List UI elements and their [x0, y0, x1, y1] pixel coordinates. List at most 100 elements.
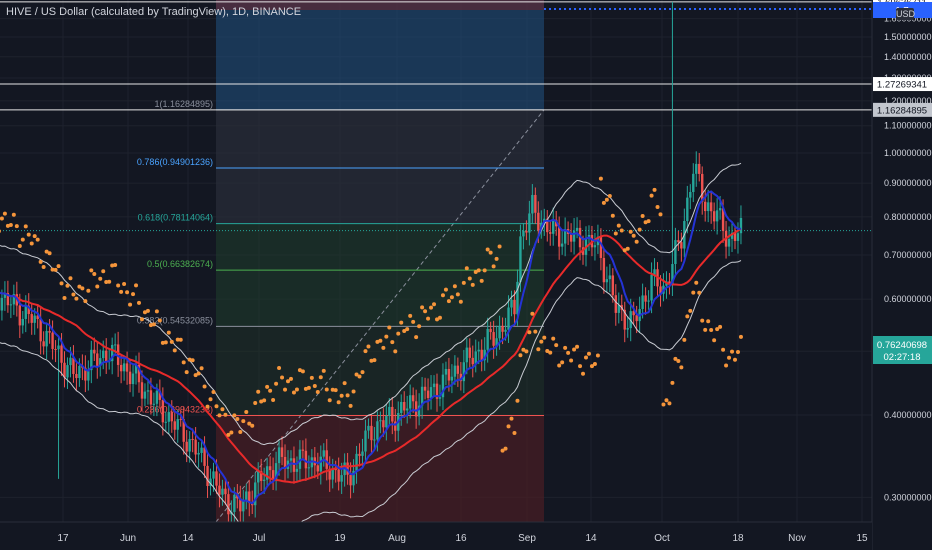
sar-dot: [679, 365, 684, 370]
time-tick-label: 15: [856, 533, 868, 544]
candle-body: [268, 466, 272, 471]
candle-body: [704, 201, 707, 212]
candle-body: [194, 439, 197, 455]
sar-dot: [306, 385, 311, 390]
candle-body: [426, 390, 430, 398]
candle-body: [474, 351, 477, 365]
candle-body: [641, 295, 644, 310]
candle-body: [674, 240, 677, 265]
candle-body: [483, 349, 486, 361]
candle-body: [695, 163, 698, 174]
candle-body: [137, 364, 141, 383]
candle-body: [447, 368, 451, 381]
sar-dot: [336, 400, 341, 405]
candle-body: [69, 357, 72, 366]
sar-dot: [190, 358, 195, 363]
sar-dot: [402, 329, 407, 334]
sar-dot: [300, 369, 305, 374]
sar-dot: [634, 239, 639, 244]
candle-body: [599, 236, 603, 258]
sar-dot: [256, 389, 261, 394]
candle-body: [39, 318, 42, 342]
sar-dot: [14, 224, 19, 229]
candle-body: [733, 232, 737, 241]
sar-dot: [595, 353, 600, 358]
sar-dot: [241, 419, 246, 424]
candle-body: [128, 371, 132, 385]
sar-dot: [426, 316, 431, 321]
candle-body: [185, 441, 188, 452]
sar-dot: [131, 292, 136, 297]
candle-body: [739, 217, 743, 234]
sar-dot: [56, 264, 61, 269]
sar-dot: [664, 398, 669, 403]
sar-dot: [113, 263, 118, 268]
candle-body: [489, 328, 492, 333]
sar-dot: [26, 232, 31, 237]
candle-body: [283, 456, 287, 469]
candle-body: [736, 233, 740, 241]
sar-dot: [101, 269, 106, 274]
candle-body: [239, 498, 242, 512]
sar-dot: [437, 315, 442, 320]
time-axis-background: [0, 522, 872, 550]
candle-body: [486, 328, 489, 350]
candle-body: [331, 469, 334, 480]
candle-body: [632, 311, 635, 316]
sar-dot: [586, 351, 591, 356]
sar-dot: [449, 295, 454, 300]
candle-body: [257, 471, 260, 483]
sar-dot: [455, 292, 460, 297]
sar-dot: [294, 387, 299, 392]
sar-dot: [390, 340, 395, 345]
candle-body: [349, 474, 352, 486]
sar-dot: [351, 389, 356, 394]
sar-dot: [667, 401, 672, 406]
fib-zone-upper: [216, 109, 544, 224]
sar-dot: [738, 334, 743, 339]
candle-body: [188, 439, 191, 452]
sar-dot: [309, 375, 314, 380]
sar-dot: [396, 331, 401, 336]
candle-body: [522, 230, 525, 237]
candle-body: [6, 293, 10, 306]
sar-dot: [211, 389, 216, 394]
sar-dot: [721, 347, 726, 352]
sar-dot: [50, 267, 55, 272]
currency-badge[interactable]: USD: [896, 8, 916, 20]
sar-dot: [125, 290, 130, 295]
candle-body: [274, 463, 278, 480]
time-tick-label: 16: [455, 533, 467, 544]
last-price-value: 0.76240698: [877, 340, 927, 351]
candle-body: [337, 469, 340, 482]
candle-body: [248, 491, 251, 504]
sar-dot: [628, 229, 633, 234]
sar-dot: [283, 387, 288, 392]
sar-dot: [682, 337, 687, 342]
time-tick-label: Aug: [388, 533, 406, 544]
sar-dot: [86, 288, 91, 293]
sar-dot: [226, 432, 231, 437]
candle-body: [259, 471, 263, 481]
sar-dot: [23, 224, 28, 229]
price-tag-1162: 1.16284895: [877, 105, 927, 116]
sar-dot: [697, 290, 702, 295]
sar-dot: [154, 309, 159, 314]
price-axis-background: [872, 0, 932, 550]
candle-body: [617, 305, 620, 313]
sar-dot: [80, 286, 85, 291]
candle-body: [102, 350, 105, 359]
candle-body: [572, 230, 576, 242]
candle-body: [605, 279, 609, 283]
price-tag-1272-bg: [873, 77, 932, 92]
sar-dot: [312, 383, 317, 388]
sar-dot: [139, 317, 144, 322]
parabolic-sar-dots: [0, 176, 743, 453]
sar-dot: [640, 214, 645, 219]
sar-dot: [467, 276, 472, 281]
sar-dot: [181, 360, 186, 365]
sar-dot: [393, 349, 398, 354]
last-price-tag-bg: [873, 336, 932, 364]
sar-dot: [619, 228, 624, 233]
